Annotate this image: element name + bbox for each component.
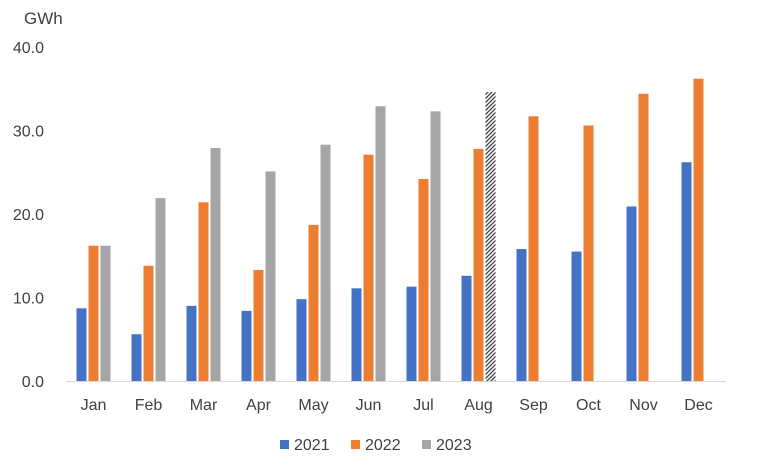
x-tick-label: Oct: [576, 397, 601, 414]
legend-swatch-2023: [422, 440, 431, 449]
bar-2023-mar: [210, 148, 221, 381]
bar-2021-jan: [76, 308, 87, 381]
bar-2022-dec: [693, 78, 704, 381]
bar-2023-jun: [375, 106, 386, 381]
bar-2022-aug: [473, 148, 484, 381]
bar-2022-may: [308, 224, 319, 381]
x-tick-label: Dec: [684, 397, 712, 414]
x-tick-label: May: [298, 397, 328, 414]
y-tick-label: 0.0: [22, 374, 44, 391]
x-tick-label: Apr: [246, 397, 272, 414]
y-tick-label: 40.0: [13, 40, 44, 57]
y-tick-label: 30.0: [13, 124, 44, 141]
bar-2021-jul: [406, 286, 417, 381]
bar-2023-apr: [265, 171, 276, 381]
bar-2021-dec: [681, 162, 692, 381]
x-tick-label: Jul: [413, 397, 433, 414]
x-tick-label: Sep: [519, 397, 548, 414]
legend-swatch-2021: [280, 440, 289, 449]
bar-2023-jan: [100, 245, 111, 381]
bar-2022-jun: [363, 154, 374, 381]
bar-2022-jan: [88, 245, 99, 381]
x-tick-label: Feb: [135, 397, 163, 414]
y-tick-label: 10.0: [13, 291, 44, 308]
x-axis-ticks: Jan Feb Mar Apr May Jun Jul Aug Sep Oct Nov Dec: [81, 397, 713, 414]
bar-2022-apr: [253, 269, 264, 381]
bar-2023-jul: [430, 111, 441, 382]
bar-2022-oct: [583, 125, 594, 382]
bar-2022-sep: [528, 116, 539, 382]
x-tick-label: Jun: [356, 397, 382, 414]
bar-2021-aug: [461, 275, 472, 381]
legend-swatch-2022: [351, 440, 360, 449]
y-axis-title: GWh: [24, 9, 63, 28]
y-axis-ticks: 0.0 10.0 20.0 30.0 40.0: [13, 40, 44, 391]
legend-label: 2022: [365, 437, 401, 454]
bar-2023-feb: [155, 198, 166, 381]
bar-2022-jul: [418, 178, 429, 381]
bar-2023-aug: [485, 92, 496, 381]
bar-2021-oct: [571, 251, 582, 381]
legend-label: 2021: [294, 437, 330, 454]
bar-2021-mar: [186, 305, 197, 381]
bars: [76, 78, 704, 382]
x-tick-label: Mar: [190, 397, 218, 414]
bar-2021-may: [296, 299, 307, 381]
bar-2021-feb: [131, 334, 142, 381]
bar-2022-nov: [638, 93, 649, 381]
bar-2021-sep: [516, 249, 527, 381]
x-tick-label: Jan: [81, 397, 107, 414]
bar-2021-nov: [626, 206, 637, 381]
bar-2023-may: [320, 144, 331, 381]
y-tick-label: 20.0: [13, 207, 44, 224]
bar-2021-apr: [241, 310, 252, 381]
bar-2022-mar: [198, 202, 209, 381]
x-tick-label: Aug: [464, 397, 492, 414]
bar-2022-feb: [143, 265, 154, 381]
legend: 2021 2022 2023: [280, 437, 472, 454]
x-tick-label: Nov: [629, 397, 657, 414]
bar-2021-jun: [351, 288, 362, 381]
legend-label: 2023: [436, 437, 472, 454]
